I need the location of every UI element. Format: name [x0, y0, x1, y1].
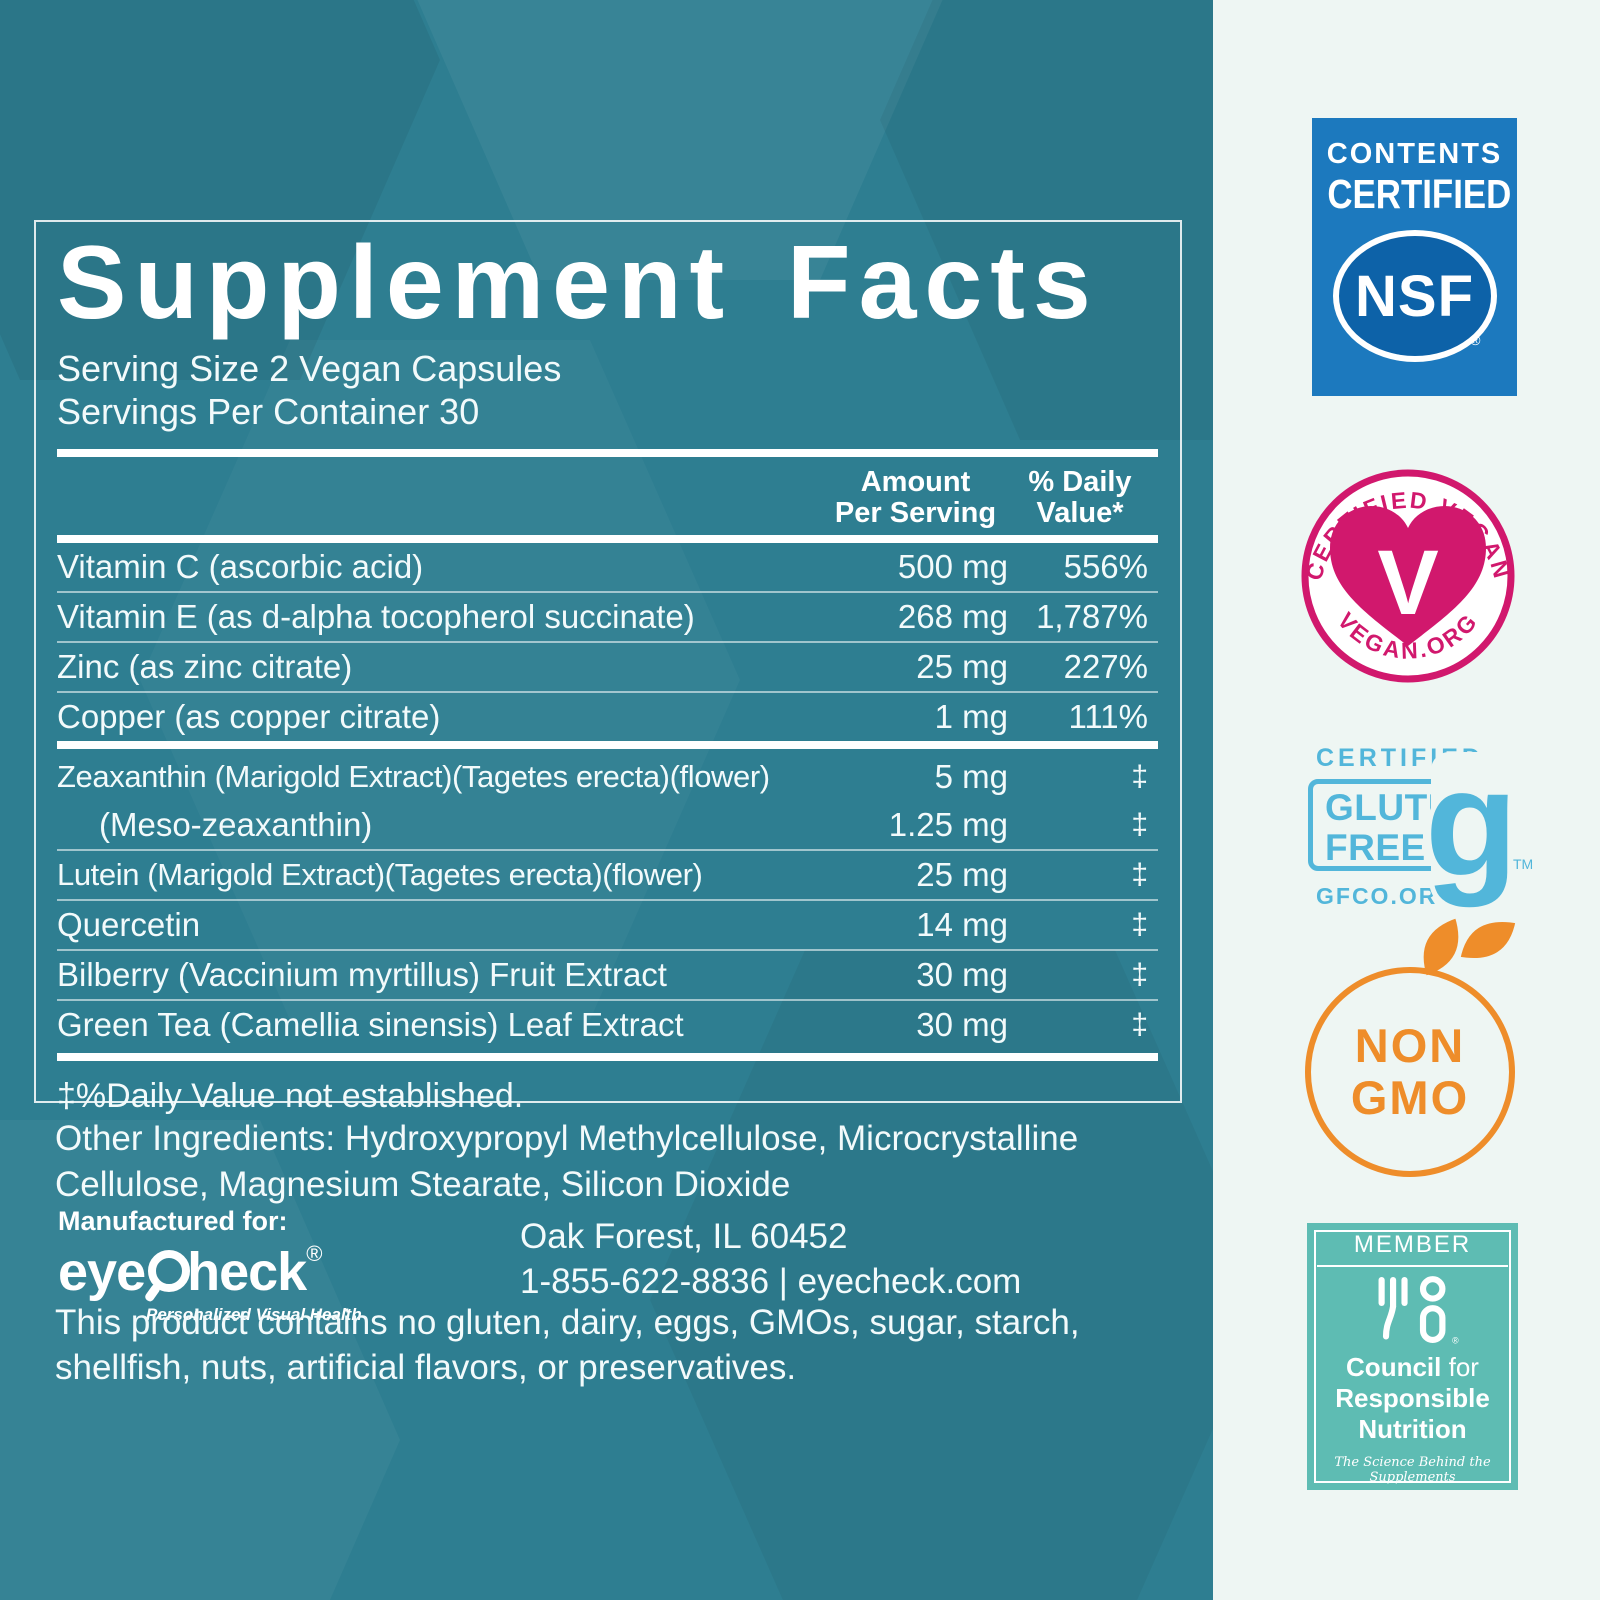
- allergen-disclaimer: This product contains no gluten, dairy, …: [55, 1303, 1080, 1387]
- table-row: Zinc (as zinc citrate) 25 mg 227%: [57, 640, 1158, 691]
- crn-name-line2: Responsible: [1335, 1383, 1490, 1413]
- eyecheck-logo: eye heck ®: [58, 1241, 322, 1302]
- ingredient-amount: 25 mg: [916, 647, 1008, 685]
- svg-text:VEGAN.ORG: VEGAN.ORG: [1333, 607, 1484, 663]
- serving-size: Serving Size 2 Vegan Capsules: [57, 347, 562, 389]
- manufacturer-block: Manufactured for: eye heck ® Personalized …: [58, 1206, 362, 1325]
- ingredient-amount: 1 mg: [934, 697, 1008, 735]
- ingredient-name: (Meso-zeaxanthin): [99, 805, 373, 843]
- registered-mark: ®: [306, 1241, 322, 1266]
- contact-address: Oak Forest, IL 60452: [520, 1217, 848, 1256]
- thick-rule: [57, 534, 1158, 543]
- table-row: Copper (as copper citrate) 1 mg 111%: [57, 690, 1158, 741]
- ingredient-daily-value: 227%: [1063, 647, 1148, 685]
- ingredient-daily-value: ‡: [1131, 857, 1148, 891]
- contact-phone-website: 1-855-622-8836 | eyecheck.com: [520, 1262, 1022, 1301]
- thick-rule: [57, 1052, 1158, 1061]
- table-header: Amount Per Serving % Daily Value*: [57, 465, 1158, 529]
- ingredient-amount: 30 mg: [916, 955, 1008, 993]
- panel-title: Supplement Facts: [57, 225, 1099, 341]
- ingredient-daily-value: ‡: [1131, 1007, 1148, 1041]
- ingredient-name: Lutein (Marigold Extract)(Tagetes erecta…: [57, 856, 703, 892]
- table-row: Green Tea (Camellia sinensis) Leaf Extra…: [57, 998, 1158, 1049]
- table-row: Bilberry (Vaccinium myrtillus) Fruit Ext…: [57, 948, 1158, 999]
- supplement-facts-panel: Supplement Facts Serving Size 2 Vegan Ca…: [34, 220, 1182, 1115]
- ingredient-daily-value: 111%: [1068, 697, 1148, 735]
- gfco-org-label: GFCO.ORG: [1316, 883, 1458, 909]
- gluten-free-g-halo: [1431, 752, 1509, 892]
- crn-inner-border: [1314, 1230, 1511, 1483]
- ingredient-amount: 25 mg: [916, 855, 1008, 893]
- nsf-certified-label: CERTIFIED: [1327, 171, 1512, 217]
- crn-name-line1: Council for: [1346, 1352, 1479, 1382]
- label-background: [0, 0, 1213, 1600]
- ingredient-name: Zinc (as zinc citrate): [57, 647, 353, 685]
- amount-column-header: Amount Per Serving: [834, 465, 997, 529]
- gluten-free-box: GLUTEN FREE g TM: [1308, 733, 1533, 913]
- ingredient-amount: 30 mg: [916, 1005, 1008, 1043]
- ingredient-amount: 1.25 mg: [888, 805, 1008, 843]
- ingredient-name: Vitamin C (ascorbic acid): [57, 547, 424, 585]
- daily-value-footnote: ‡%Daily Value not established.: [57, 1076, 524, 1115]
- ingredient-name: Quercetin: [57, 905, 201, 943]
- table-row: Lutein (Marigold Extract)(Tagetes erecta…: [57, 848, 1158, 899]
- crn-divider: [1317, 1265, 1508, 1267]
- table-row: Vitamin C (ascorbic acid) 500 mg 556%: [57, 543, 1158, 591]
- nsf-certified-badge: CONTENTS CERTIFIED NSF ®: [1312, 118, 1517, 396]
- certified-gluten-free-badge: CERTIFIED GLUTEN FREE g TM GFCO.ORG: [1308, 733, 1533, 913]
- table-row: Vitamin E (as d-alpha tocopherol succina…: [57, 590, 1158, 641]
- ingredient-amount: 14 mg: [916, 905, 1008, 943]
- magnifier-icon: [146, 1246, 191, 1298]
- vegan-heart-icon: CERTIFIED VEGAN V VEGAN.ORG: [1300, 469, 1515, 683]
- table-row: (Meso-zeaxanthin) 1.25 mg ‡: [57, 801, 1158, 849]
- ingredient-name: Vitamin E (as d-alpha tocopherol succina…: [57, 597, 695, 635]
- ingredient-daily-value: ‡: [1131, 907, 1148, 941]
- non-gmo-badge: NON GMO: [1305, 967, 1515, 1177]
- ingredient-name: Copper (as copper citrate): [57, 697, 441, 735]
- daily-value-column-header: % Daily Value*: [1028, 465, 1132, 529]
- certified-vegan-badge: CERTIFIED VEGAN V VEGAN.ORG: [1298, 458, 1518, 694]
- ingredient-amount: 5 mg: [934, 757, 1008, 795]
- crn-name-line3: Nutrition: [1358, 1414, 1467, 1444]
- thick-rule: [57, 448, 1158, 457]
- servings-per-container: Servings Per Container 30: [57, 390, 480, 432]
- ingredient-amount: 500 mg: [897, 547, 1008, 585]
- other-ingredients: Other Ingredients: Hydroxypropyl Methylc…: [55, 1119, 1079, 1204]
- ingredient-daily-value: ‡: [1131, 759, 1148, 793]
- ingredient-name: Zeaxanthin (Marigold Extract)(Tagetes er…: [57, 758, 770, 794]
- registered-mark: ®: [1470, 332, 1481, 348]
- svg-text:V: V: [1377, 532, 1438, 634]
- table-row: Zeaxanthin (Marigold Extract)(Tagetes er…: [57, 753, 1158, 801]
- ingredient-daily-value: ‡: [1131, 807, 1148, 841]
- non-gmo-line2: GMO: [1350, 1071, 1470, 1124]
- ingredient-amount: 268 mg: [897, 597, 1008, 635]
- trademark-mark: TM: [1513, 856, 1534, 872]
- svg-text:CERTIFIED VEGAN: CERTIFIED VEGAN: [1300, 487, 1515, 583]
- thick-rule: [57, 740, 1158, 749]
- ingredient-name: Green Tea (Camellia sinensis) Leaf Extra…: [57, 1005, 684, 1043]
- crn-member-label: MEMBER: [1353, 1231, 1472, 1258]
- ingredient-daily-value: ‡: [1131, 957, 1148, 991]
- nsf-logo-icon: NSF ®: [1332, 230, 1497, 362]
- ingredient-name: Bilberry (Vaccinium myrtillus) Fruit Ext…: [57, 955, 667, 993]
- ingredient-daily-value: 556%: [1063, 547, 1148, 585]
- brand-tagline: Personalized Visual Health: [146, 1305, 362, 1324]
- crn-member-badge: MEMBER ® Council for Responsible Nutriti…: [1307, 1223, 1518, 1490]
- nsf-contents-label: CONTENTS: [1326, 138, 1503, 170]
- manufactured-for-label: Manufactured for:: [58, 1206, 288, 1236]
- table-row: Quercetin 14 mg ‡: [57, 898, 1158, 949]
- ingredient-daily-value: 1,787%: [1036, 597, 1148, 635]
- non-gmo-line1: NON: [1354, 1019, 1466, 1072]
- contact-block: Oak Forest, IL 60452 1-855-622-8836 | ey…: [520, 1214, 1021, 1304]
